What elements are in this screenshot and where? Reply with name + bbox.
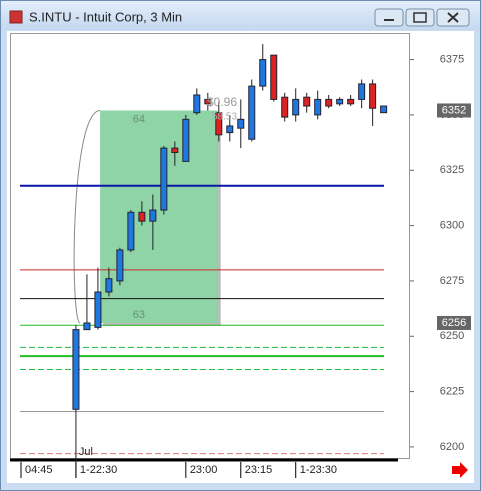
candle-body: [325, 98, 333, 107]
zone-arc: [73, 109, 101, 324]
annotation: Jul: [79, 446, 93, 458]
candle-body: [358, 83, 366, 100]
zone-bottom-label: 63: [133, 309, 145, 321]
x-tick-label: 04:45: [25, 464, 53, 476]
plot: 64 63 $0.96 58.53 Jul: [20, 44, 388, 478]
price-marker-box: [437, 103, 471, 118]
zone: [100, 110, 218, 323]
candle-body: [127, 211, 135, 251]
candle-body: [303, 96, 311, 107]
app-icon: [9, 10, 23, 24]
candle-body: [105, 278, 113, 293]
candle-body: [248, 85, 256, 140]
candle-body: [259, 59, 267, 87]
maximize-icon: [413, 12, 427, 23]
candle-body: [215, 112, 223, 136]
y-tick-label: 6250: [440, 330, 464, 342]
x-tick-label: 1-23:30: [300, 464, 337, 476]
candle-body: [347, 98, 355, 105]
x-tick-label: 23:15: [245, 464, 273, 476]
maximize-button[interactable]: [405, 8, 435, 27]
close-icon: [447, 12, 459, 23]
candle-body: [292, 98, 300, 116]
candle-body: [94, 291, 102, 328]
x-tick-label: 23:00: [190, 464, 218, 476]
y-tick-label: 6325: [440, 164, 464, 176]
candle-body: [171, 147, 179, 154]
candle-body: [314, 98, 322, 116]
window-title: S.INTU - Intuit Corp, 3 Min: [29, 9, 182, 24]
candle-body: [182, 118, 190, 162]
candle-body: [72, 329, 80, 410]
candle-body: [138, 211, 146, 222]
scroll-arrow[interactable]: [452, 462, 468, 478]
candle-body: [237, 118, 245, 129]
y-tick-label: 6200: [440, 441, 464, 453]
x-tick-label: 1-22:30: [80, 464, 117, 476]
candle-body: [83, 322, 91, 331]
y-tick-label: 6375: [440, 53, 464, 65]
candle-body: [204, 98, 212, 105]
price-marker-box: [437, 315, 471, 330]
annotation: $0.96: [207, 95, 237, 109]
y-tick-label: 6300: [440, 219, 464, 231]
candle-body: [226, 125, 234, 134]
candle-body: [149, 209, 157, 222]
price-marker-label: 6256: [442, 317, 466, 329]
candle-body: [281, 96, 289, 118]
y-tick-label: 6225: [440, 386, 464, 398]
price-marker-label: 6352: [442, 104, 466, 116]
candle-body: [336, 98, 344, 105]
candle-body: [116, 249, 124, 282]
zone-top-label: 64: [133, 113, 145, 125]
candle-body: [160, 147, 168, 211]
annotation: 58.53: [212, 112, 237, 123]
window-buttons: [374, 8, 470, 27]
y-tick-label: 6275: [440, 275, 464, 287]
candle-body: [380, 105, 388, 114]
minimize-button[interactable]: [374, 8, 404, 27]
candle-body: [369, 83, 377, 109]
candle-body: [193, 94, 201, 114]
candle-body: [270, 54, 278, 100]
